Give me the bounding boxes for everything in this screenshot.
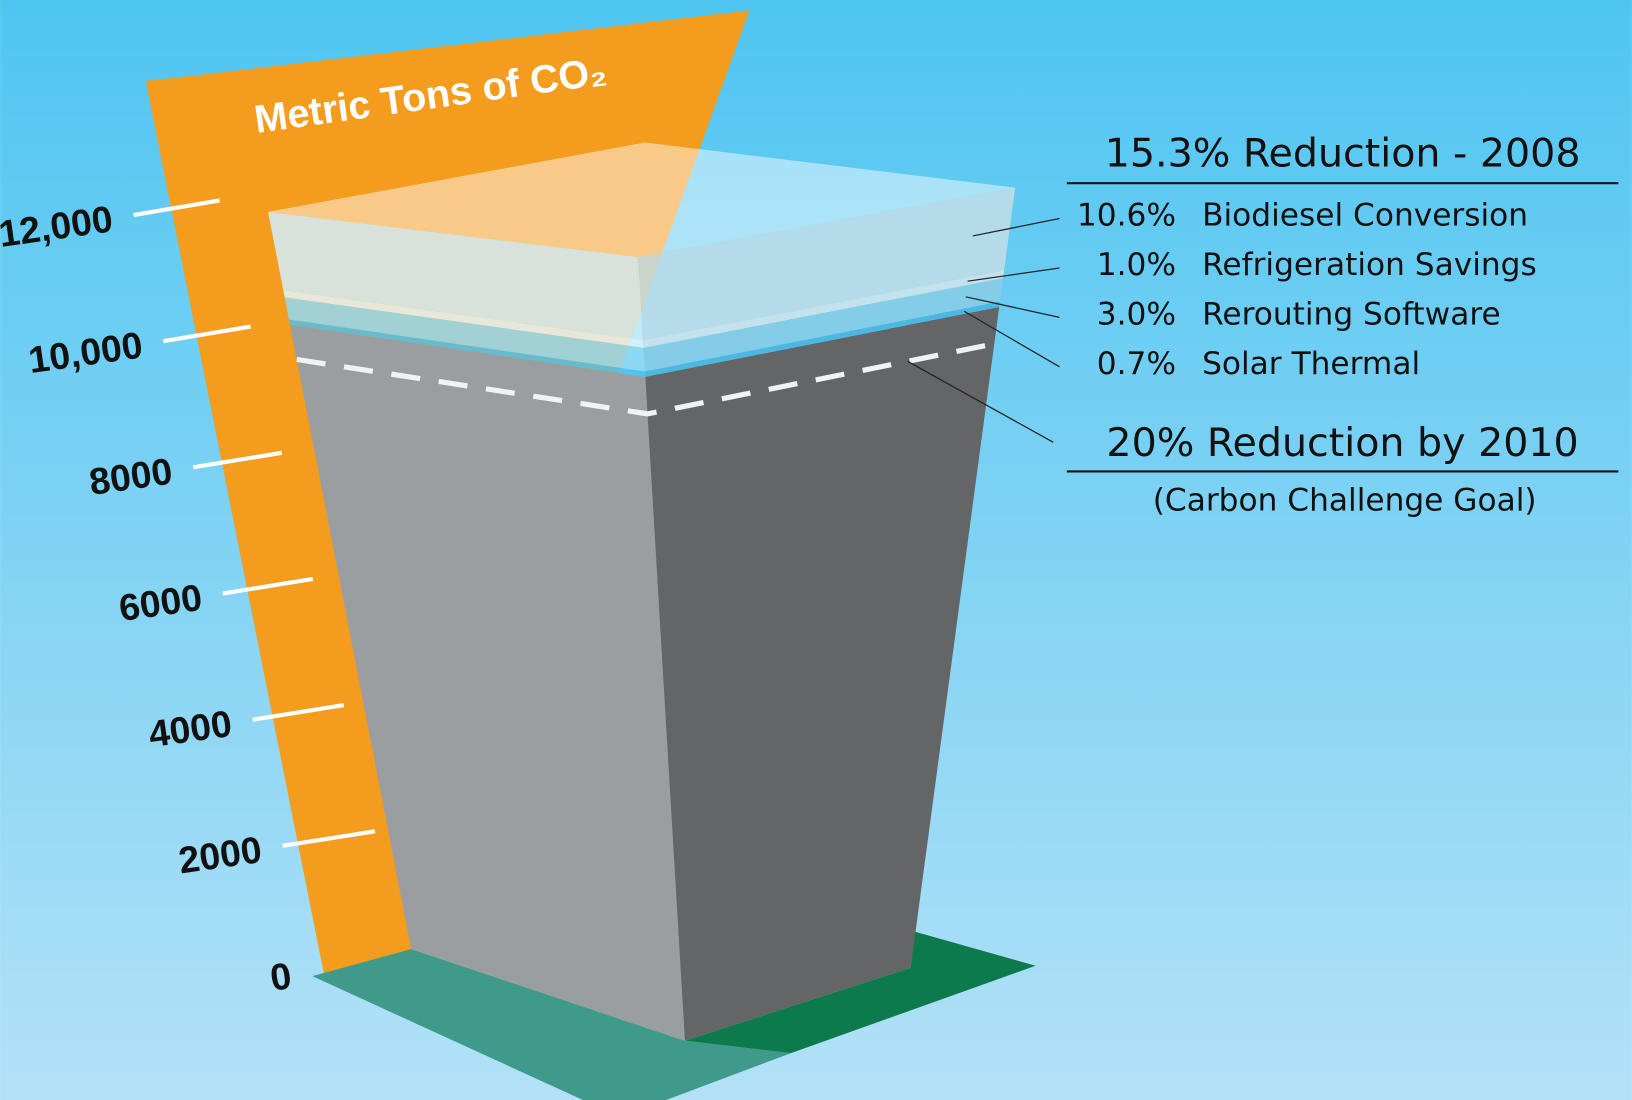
left-face bbox=[289, 324, 685, 1041]
legend-percent: 3.0% bbox=[1097, 296, 1176, 332]
left-face bbox=[288, 319, 646, 377]
tick-mark bbox=[163, 324, 252, 344]
leader-line bbox=[965, 296, 1060, 319]
legend-label: Solar Thermal bbox=[1202, 346, 1420, 382]
floor bbox=[312, 949, 792, 1100]
left-face bbox=[284, 297, 645, 372]
floor-shadow bbox=[684, 931, 1036, 1054]
tick-mark bbox=[133, 198, 220, 218]
goal-line bbox=[296, 341, 995, 417]
left-face bbox=[283, 289, 644, 348]
tick-mark bbox=[252, 703, 345, 722]
legend-percent: 0.7% bbox=[1097, 346, 1176, 382]
top-face bbox=[268, 142, 1016, 257]
legend-percent: 1.0% bbox=[1097, 247, 1176, 283]
right-face bbox=[644, 301, 1000, 377]
right-face bbox=[645, 307, 1000, 1041]
bar-segment bbox=[283, 270, 1005, 348]
goal-note: (Carbon Challenge Goal) bbox=[1153, 483, 1537, 519]
bar-stack bbox=[268, 142, 1016, 1041]
leader-line bbox=[907, 360, 1054, 443]
left-face bbox=[268, 211, 644, 341]
tick-mark bbox=[222, 576, 314, 596]
right-face bbox=[638, 187, 1016, 341]
legend-label: Rerouting Software bbox=[1202, 296, 1501, 332]
bar-segment bbox=[289, 307, 1000, 1041]
tick-mark bbox=[282, 829, 376, 848]
tick-mark bbox=[192, 450, 283, 470]
leader-line bbox=[972, 217, 1060, 237]
bar-segment bbox=[268, 142, 1016, 341]
goal-label: 20% Reduction by 2010 bbox=[1106, 420, 1578, 466]
legend-label: Refrigeration Savings bbox=[1202, 247, 1537, 283]
reduction-title: 15.3% Reduction - 2008 bbox=[1105, 131, 1581, 177]
leader-line bbox=[963, 310, 1060, 368]
legend-percent: 10.6% bbox=[1077, 197, 1176, 233]
right-face bbox=[643, 270, 1005, 348]
right-face bbox=[643, 278, 1004, 372]
legend-label: Biodiesel Conversion bbox=[1202, 197, 1528, 233]
bar-segment bbox=[284, 278, 1004, 372]
bar-segment bbox=[288, 301, 1000, 377]
leader-line bbox=[967, 267, 1060, 282]
